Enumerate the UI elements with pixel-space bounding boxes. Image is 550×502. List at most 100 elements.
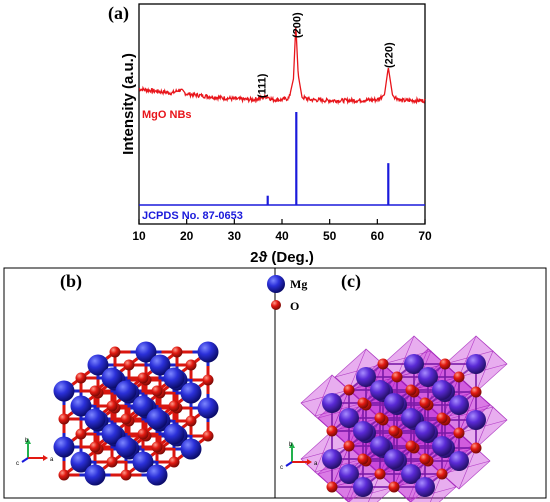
- mg-legend-label: Mg: [290, 277, 307, 291]
- panel-c-label: (c): [341, 271, 361, 292]
- o-legend-label: O: [290, 299, 299, 313]
- mg-atom: [101, 367, 123, 389]
- o-atom: [58, 469, 70, 481]
- mg-atom: [87, 354, 109, 376]
- mg-atom: [432, 380, 452, 400]
- mg-atom: [418, 367, 438, 387]
- mg-atom: [322, 449, 342, 469]
- x-tick-label: 70: [418, 229, 432, 243]
- o-atom: [470, 442, 482, 454]
- mg-atom: [401, 464, 421, 484]
- peak-label: (111): [257, 73, 269, 98]
- o-atom: [151, 385, 163, 397]
- mg-atom: [84, 408, 106, 430]
- o-atom: [202, 430, 214, 442]
- o-atom: [470, 386, 482, 398]
- x-tick-label: 60: [371, 229, 385, 243]
- panel-b-label: (b): [60, 271, 82, 292]
- mg-atom: [146, 464, 168, 486]
- o-atom: [168, 400, 180, 412]
- o-atom: [436, 412, 448, 424]
- mg-atom: [197, 341, 219, 363]
- mg-atom: [339, 464, 359, 484]
- mg-atom: [180, 438, 202, 460]
- o-atom: [377, 358, 389, 370]
- mg-atom: [370, 436, 390, 456]
- o-atom: [151, 441, 163, 453]
- o-atom: [109, 346, 121, 358]
- mg-atom: [415, 477, 435, 497]
- peak-label: (200): [291, 12, 303, 38]
- o-atom: [357, 453, 369, 465]
- mg-atom: [322, 393, 342, 413]
- o-atom: [202, 374, 214, 386]
- o-atom: [374, 412, 386, 424]
- mg-atom: [197, 397, 219, 419]
- o-atom: [436, 468, 448, 480]
- o-atom: [171, 346, 183, 358]
- o-atom: [168, 456, 180, 468]
- o-atom: [405, 440, 417, 452]
- o-atom: [374, 468, 386, 480]
- x-tick-label: 40: [275, 229, 289, 243]
- mg-atom: [384, 393, 404, 413]
- mg-atom: [149, 354, 171, 376]
- peak-label: (220): [383, 42, 395, 68]
- mg-atom: [70, 395, 92, 417]
- o-atom: [343, 440, 355, 452]
- o-atom: [405, 384, 417, 396]
- svg-text:b: b: [25, 438, 29, 444]
- mg-atom: [449, 451, 469, 471]
- mg-atom: [146, 408, 168, 430]
- legend: Mg O: [267, 275, 307, 313]
- mg-atom: [132, 451, 154, 473]
- o-atom: [326, 425, 338, 437]
- o-atom: [357, 397, 369, 409]
- mg-atom: [370, 380, 390, 400]
- octahedral-structure-c: [300, 335, 508, 502]
- o-atom: [120, 413, 132, 425]
- mg-atom: [180, 382, 202, 404]
- o-atom: [419, 397, 431, 409]
- o-atom: [388, 481, 400, 493]
- mg-atom: [466, 410, 486, 430]
- mg-atom: [163, 423, 185, 445]
- x-axis: 10 20 30 40 50 60 70: [132, 219, 432, 243]
- mg-atom: [115, 380, 137, 402]
- mg-atom: [466, 354, 486, 374]
- svg-text:a: a: [314, 461, 318, 467]
- sample-label: MgO NBs: [142, 109, 192, 121]
- plot-series: [138, 27, 426, 206]
- o-atom: [106, 456, 118, 468]
- o-atom: [75, 372, 87, 384]
- panel-b: (b) b a c: [16, 271, 219, 486]
- o-atom: [106, 400, 118, 412]
- peak-annotations: (111) (200) (220): [257, 12, 396, 98]
- sample-line: [138, 27, 426, 106]
- o-atom: [123, 359, 135, 371]
- o-atom: [391, 371, 403, 383]
- o-atom: [326, 481, 338, 493]
- rocksalt-structure-b: [53, 341, 219, 486]
- mg-atom: [384, 449, 404, 469]
- x-tick-label: 10: [132, 229, 146, 243]
- o-atom: [388, 425, 400, 437]
- mg-atom-icon: [267, 275, 285, 293]
- o-atom: [137, 428, 149, 440]
- panel-a: (a) 10 20 30 40 50 60 70 2ϑ (Deg.) Intensity (…: [108, 3, 432, 266]
- panel-a-label: (a): [108, 3, 129, 24]
- mg-atom: [401, 408, 421, 428]
- mg-atom: [449, 395, 469, 415]
- o-atom: [89, 441, 101, 453]
- o-atom: [89, 385, 101, 397]
- mg-atom: [53, 436, 75, 458]
- mg-atom: [353, 477, 373, 497]
- mg-atom: [415, 421, 435, 441]
- mg-atom: [135, 341, 157, 363]
- svg-text:c: c: [16, 461, 19, 467]
- mg-atom: [353, 421, 373, 441]
- o-atom: [185, 359, 197, 371]
- o-atom: [120, 469, 132, 481]
- o-atom: [343, 384, 355, 396]
